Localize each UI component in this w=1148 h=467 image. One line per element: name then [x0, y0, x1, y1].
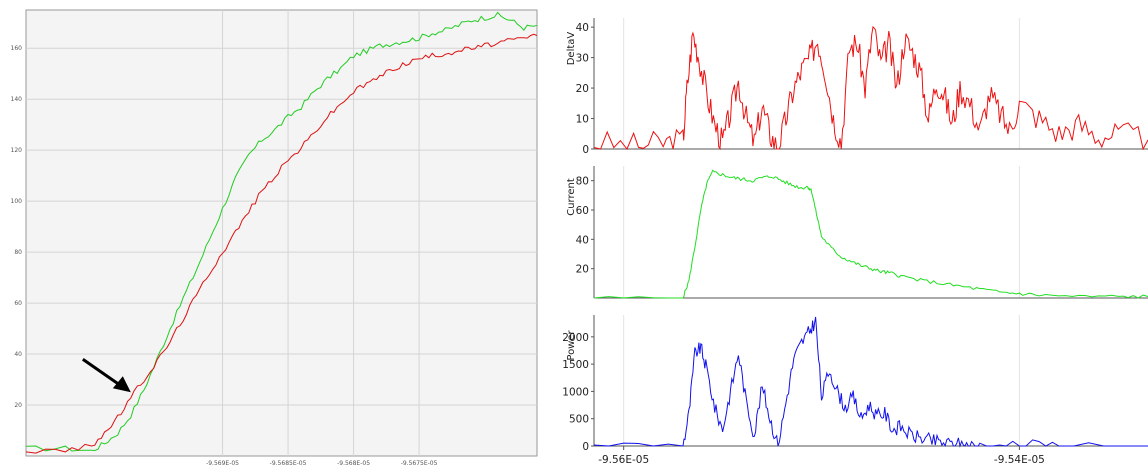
y-tick-label: 30: [576, 53, 589, 65]
plot-area: [594, 166, 1148, 298]
y-tick-label: 10: [576, 114, 589, 126]
x-tick-label: -9.568E-05: [337, 460, 370, 467]
y-tick-label: 20: [576, 264, 589, 276]
x-tick-label: -9.569E-05: [206, 460, 239, 467]
y-tick-label: 1500: [562, 359, 589, 371]
y-tick-label: 2000: [562, 332, 589, 344]
left-line-chart: 20 40 60 80 100 120 140 160 -9.569E-05 -9.5685E-0…: [11, 9, 538, 467]
x-tick-label: -9.54E-05: [994, 454, 1045, 466]
series-line: [25, 33, 538, 454]
y-tick-label: 40: [576, 234, 589, 246]
series-line: [593, 169, 1148, 299]
y-tick-label: 20: [14, 402, 22, 409]
x-tick-label: -9.5685E-05: [270, 460, 307, 467]
plot-area: [25, 9, 538, 457]
y-tick-label: 40: [14, 351, 22, 358]
series-line: [593, 25, 1148, 151]
x-tick-label: -9.56E-05: [598, 454, 649, 466]
y-tick-label: 20: [576, 83, 589, 95]
y-axis-title: Power: [566, 329, 577, 360]
y-tick-label: 0: [582, 441, 589, 453]
y-tick-label: 140: [11, 96, 23, 103]
y-axis-title: DeltaV: [566, 32, 577, 66]
y-tick-label: 80: [576, 176, 589, 188]
y-tick-label: 60: [14, 300, 22, 307]
y-tick-label: 80: [14, 249, 22, 256]
y-tick-label: 120: [11, 147, 23, 154]
y-tick-label: 40: [576, 22, 589, 34]
y-tick-label: 1000: [562, 386, 589, 398]
annotation-arrow-shaft: [81, 358, 120, 386]
series-line: [593, 316, 1148, 448]
annotation-arrow-head: [112, 376, 131, 393]
plot-area: [594, 315, 1148, 446]
x-tick-label: -9.5675E-05: [401, 460, 438, 467]
series-line: [25, 11, 538, 452]
y-tick-label: 0: [582, 144, 589, 156]
y-tick-label: 100: [11, 198, 23, 205]
y-tick-label: 160: [11, 45, 23, 52]
y-tick-label: 500: [569, 414, 589, 426]
y-axis-title: Current: [566, 178, 577, 216]
y-tick-label: 60: [576, 205, 589, 217]
